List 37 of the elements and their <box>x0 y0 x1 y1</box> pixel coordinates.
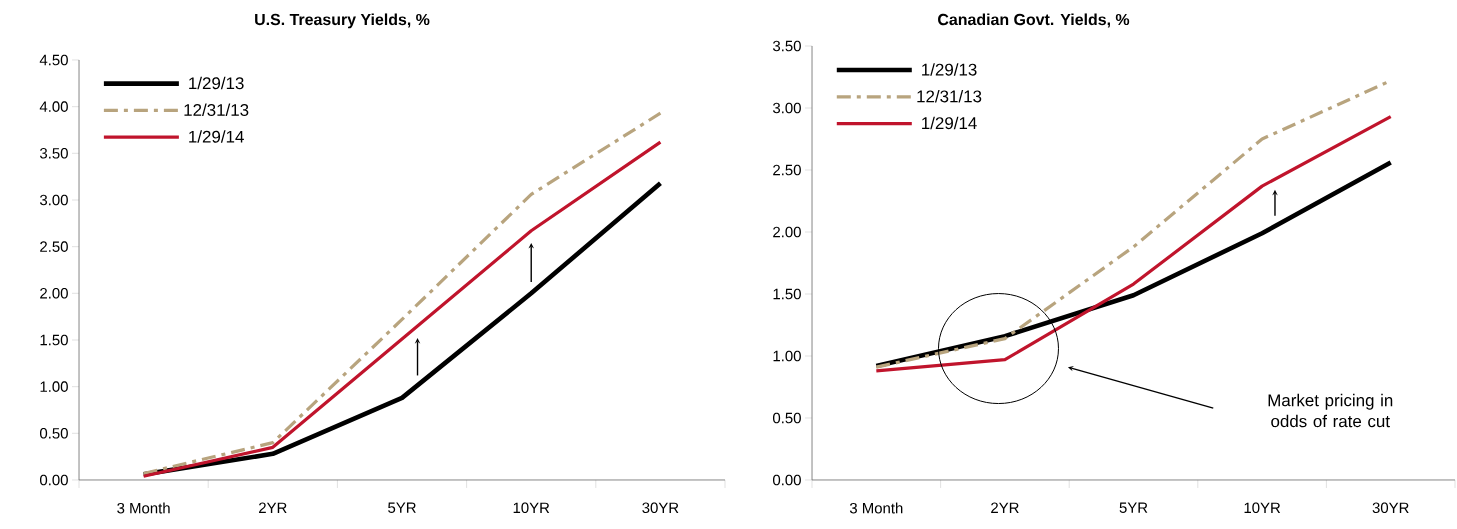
y-tick-label: 3.50 <box>39 148 68 159</box>
y-tick-label: 4.00 <box>39 101 68 112</box>
x-tick-label: 3 Month <box>117 502 170 514</box>
x-tick-label: 5YR <box>1119 502 1148 513</box>
x-tick-label: 2YR <box>259 502 287 513</box>
y-tick-label: 2.50 <box>40 241 68 252</box>
y-tick-label: 0.50 <box>39 428 68 439</box>
legend-label: 1/29/14 <box>922 116 977 130</box>
y-tick-label: 1.50 <box>773 288 801 300</box>
y-tick-label: 3.00 <box>39 194 68 206</box>
y-tick-label: 4.50 <box>39 54 68 66</box>
y-tick-label: 2.00 <box>40 288 68 299</box>
x-tick-label: 10YR <box>513 502 550 514</box>
annotation: Market pricing in odds of rate cut <box>1268 393 1393 428</box>
y-tick-label: 0.00 <box>772 474 801 486</box>
legend-label: 1/29/13 <box>922 63 977 76</box>
legend-label: 12/31/13 <box>917 89 982 103</box>
y-tick-label: 1.00 <box>40 381 68 392</box>
y-tick-label: 0.00 <box>39 474 68 486</box>
legend-label: 1/29/13 <box>189 76 244 90</box>
y-tick-label: 3.50 <box>772 40 801 52</box>
x-tick-label: 30YR <box>1372 502 1409 514</box>
x-tick-label: 2YR <box>991 502 1019 513</box>
chart-title: U.S. Treasury Yields, % <box>255 13 430 29</box>
x-tick-label: 10YR <box>1244 502 1281 514</box>
x-tick-label: 3 Month <box>849 502 903 514</box>
chart-title: Canadian Govt. Yields, % <box>938 13 1130 28</box>
y-tick-label: 2.00 <box>773 226 801 238</box>
x-tick-label: 30YR <box>642 502 679 514</box>
y-tick-label: 2.50 <box>773 164 801 176</box>
y-tick-label: 1.50 <box>40 334 68 346</box>
y-tick-label: 0.50 <box>772 412 801 424</box>
x-tick-label: 5YR <box>388 502 416 513</box>
y-tick-label: 1.00 <box>773 350 801 362</box>
legend-label: 1/29/14 <box>189 130 244 143</box>
y-tick-label: 3.00 <box>772 102 801 114</box>
legend-label: 12/31/13 <box>184 103 249 116</box>
